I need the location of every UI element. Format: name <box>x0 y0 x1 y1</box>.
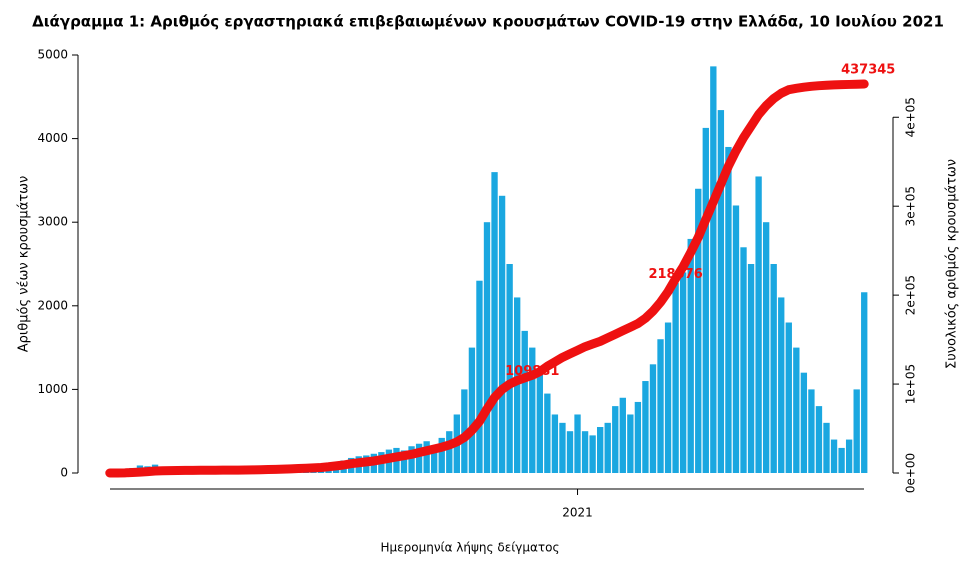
y-tick-label: 5000 <box>37 48 68 62</box>
bar <box>702 127 709 473</box>
bar <box>649 364 657 473</box>
bar <box>521 330 528 473</box>
bar <box>604 422 611 473</box>
y-tick-label: 3000 <box>37 215 68 229</box>
bar <box>551 414 559 473</box>
bar <box>446 431 453 473</box>
y2-tick-label: 2e+05 <box>904 275 918 315</box>
bar <box>438 437 445 473</box>
bar <box>695 188 702 473</box>
bar <box>612 406 619 473</box>
bar <box>778 297 785 473</box>
bar <box>431 447 438 473</box>
cumulative-label: 109881 <box>505 364 559 379</box>
y2-tick-label: 0e+00 <box>904 453 918 493</box>
bar <box>861 292 868 473</box>
bar <box>823 422 830 473</box>
bar <box>634 401 642 473</box>
cumulative-label: 437345 <box>841 63 895 78</box>
bar <box>740 247 747 473</box>
y-tick-label: 1000 <box>37 382 68 396</box>
y2-tick-label: 4e+05 <box>904 97 918 137</box>
bar <box>476 280 483 473</box>
bar <box>853 389 860 473</box>
x-tick-label: 2021 <box>562 506 593 520</box>
y-axis-label: Αριθμός νέων κρουσμάτων <box>17 176 32 353</box>
bar <box>589 435 596 473</box>
bar <box>845 439 853 473</box>
bar <box>815 406 823 473</box>
bar <box>793 347 800 473</box>
y2-tick-label: 3e+05 <box>904 186 918 226</box>
bar <box>581 431 589 473</box>
bar <box>747 264 755 473</box>
bar <box>461 389 468 473</box>
bar <box>732 205 740 474</box>
bar <box>800 372 808 473</box>
bar <box>770 264 777 473</box>
cumulative-line <box>105 79 869 478</box>
bar <box>672 282 679 473</box>
bar <box>468 347 476 473</box>
bar <box>664 322 672 473</box>
y-tick-label: 2000 <box>37 298 68 312</box>
bar <box>566 431 574 473</box>
bar <box>725 146 732 473</box>
y2-tick-label: 1e+05 <box>904 364 918 404</box>
bar <box>762 222 770 473</box>
bar <box>491 172 498 473</box>
y-tick-label: 0 <box>60 466 68 480</box>
bar <box>529 347 536 473</box>
bar <box>400 450 408 473</box>
y2-axis-label: Συνολικός αριθμός κρουσμάτων <box>945 159 960 369</box>
bar <box>679 272 687 473</box>
bar <box>559 422 566 473</box>
bar <box>574 414 581 473</box>
bar <box>687 238 694 473</box>
bar <box>544 393 551 473</box>
bar <box>657 339 664 473</box>
x-axis-label: Ημερομηνία λήψης δείγματος <box>380 541 559 555</box>
bar <box>483 222 491 473</box>
bar <box>415 443 423 473</box>
bar <box>755 176 762 473</box>
bar <box>627 414 634 473</box>
bar <box>506 264 513 473</box>
bar <box>808 389 815 473</box>
bar <box>498 195 506 473</box>
bar <box>596 427 604 473</box>
bar <box>785 322 792 473</box>
bar <box>536 372 543 473</box>
bar <box>830 439 838 473</box>
bar <box>710 66 717 473</box>
bar <box>717 110 725 473</box>
chart-title: Διάγραμμα 1: Αριθμός εργαστηριακά επιβεβ… <box>32 13 944 31</box>
cumulative-label: 218576 <box>648 267 702 282</box>
bar <box>423 441 430 473</box>
bar <box>642 381 649 473</box>
bar <box>408 446 415 473</box>
y-tick-label: 4000 <box>37 131 68 145</box>
bar <box>838 447 845 473</box>
bar <box>619 397 626 473</box>
